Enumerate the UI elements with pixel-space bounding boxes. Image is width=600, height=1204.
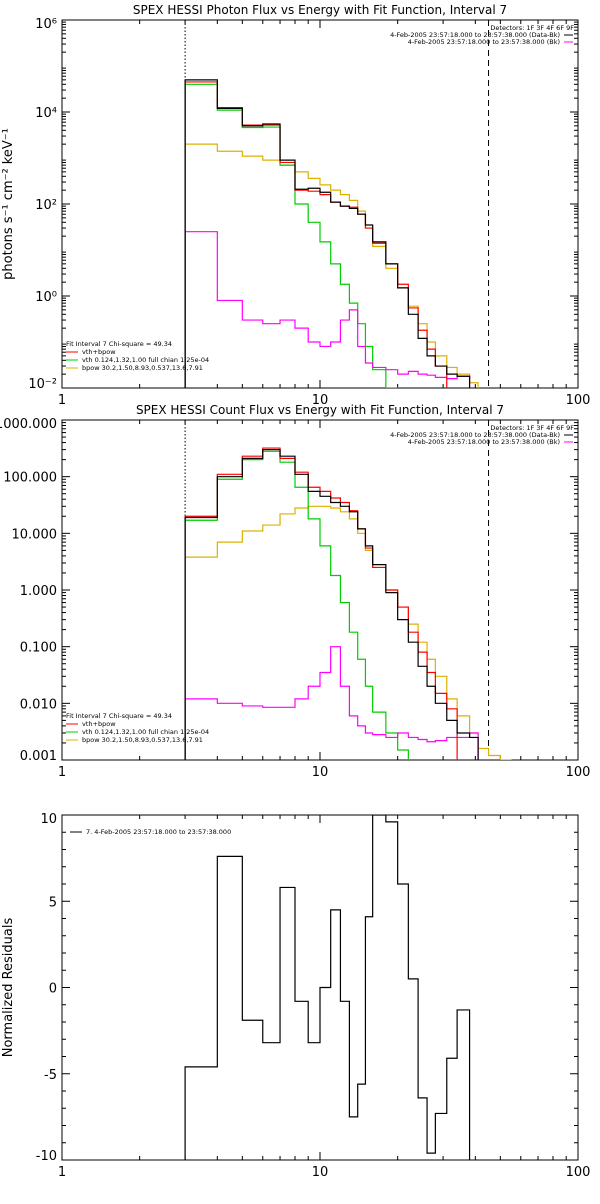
series-bk bbox=[184, 646, 479, 760]
x-tick-label: 1 bbox=[58, 765, 66, 780]
y-tick-label: 10⁶ bbox=[35, 17, 57, 32]
x-tick-label: 100 bbox=[566, 1165, 591, 1180]
series-vth bbox=[184, 83, 399, 388]
x-tick-label: 10 bbox=[312, 393, 329, 408]
legend-fit-interval: Fit Interval 7 Chi-square = 49.34 bbox=[66, 712, 172, 720]
y-tick-label: 0.001 bbox=[20, 749, 57, 764]
chart-title: SPEX HESSI Count Flux vs Energy with Fit… bbox=[136, 403, 504, 417]
legend-detectors: Detectors: 1F 3F 4F 6F 9F bbox=[490, 24, 574, 32]
y-tick-label: 10⁴ bbox=[35, 106, 57, 121]
y-tick-label: 1.000 bbox=[20, 584, 57, 599]
plot-series-group bbox=[184, 447, 512, 760]
y-axis-label: Normalized Residuals bbox=[1, 918, 16, 1058]
y-tick-label: -5 bbox=[44, 1068, 57, 1083]
y-tick-label: 0.010 bbox=[20, 697, 57, 712]
y-tick-label: -10 bbox=[36, 1149, 57, 1164]
legend-entry-bpow: bpow 30.2,1.50,8.93,0.537,13.6,7.91 bbox=[82, 364, 203, 372]
series-data bbox=[184, 449, 479, 760]
series-bpow bbox=[184, 505, 512, 760]
legend-entry-sum: vth+bpow bbox=[82, 720, 116, 728]
legend-entry-sum: vth+bpow bbox=[82, 348, 116, 356]
series-vth bbox=[184, 450, 409, 760]
legend-entry-bk: 4-Feb-2005 23:57:18.000 to 23:57:38.000 … bbox=[408, 438, 560, 446]
plot-frame bbox=[61, 419, 579, 761]
legend-entry-vth: vth 0.124,1.32,1.00 full chian 1.25e-04 bbox=[82, 728, 209, 736]
y-tick-label: 10.000 bbox=[12, 527, 58, 542]
chart-panel-1: SPEX HESSI Photon Flux vs Energy with Fi… bbox=[1, 3, 590, 408]
y-tick-label: 10 bbox=[40, 812, 57, 827]
series-data bbox=[184, 815, 471, 1160]
y-tick-label: 1000.000 bbox=[0, 417, 57, 432]
x-tick-label: 10 bbox=[312, 1165, 329, 1180]
y-tick-label: 100.000 bbox=[3, 471, 57, 486]
x-tick-label: 1 bbox=[58, 393, 66, 408]
legend-entry-data: 7. 4-Feb-2005 23:57:18.000 to 23:57:38.0… bbox=[86, 828, 231, 836]
legend-entry-bk: 4-Feb-2005 23:57:18.000 to 23:57:38.000 … bbox=[408, 38, 560, 46]
y-axis-label: photons s⁻¹ cm⁻² keV⁻¹ bbox=[1, 128, 16, 280]
plot-series-group bbox=[184, 79, 479, 388]
chart-title: SPEX HESSI Photon Flux vs Energy with Fi… bbox=[133, 3, 507, 17]
legend-entry-data: 4-Feb-2005 23:57:18.000 to 23:57:38.000 … bbox=[390, 431, 560, 439]
series-data bbox=[184, 79, 471, 388]
series-bpow bbox=[184, 143, 479, 388]
y-tick-label: 10⁻² bbox=[28, 377, 57, 392]
legend-fit-interval: Fit Interval 7 Chi-square = 49.34 bbox=[66, 340, 172, 348]
y-tick-label: 0.100 bbox=[20, 641, 57, 656]
x-tick-label: 10 bbox=[312, 765, 329, 780]
y-tick-label: 0 bbox=[49, 982, 57, 997]
x-tick-label: 1 bbox=[58, 1165, 66, 1180]
chart-panel-2: SPEX HESSI Count Flux vs Energy with Fit… bbox=[0, 403, 590, 780]
x-tick-label: 100 bbox=[566, 393, 591, 408]
legend-entry-data: 4-Feb-2005 23:57:18.000 to 23:57:38.000 … bbox=[390, 31, 560, 39]
y-tick-label: 10⁰ bbox=[35, 290, 57, 305]
y-tick-label: 5 bbox=[49, 895, 57, 910]
y-tick-label: 10² bbox=[35, 198, 57, 213]
series-sum bbox=[184, 81, 448, 388]
series-bk bbox=[184, 231, 471, 388]
plot-series-group bbox=[184, 815, 471, 1160]
legend-detectors: Detectors: 1F 3F 4F 6F 9F bbox=[490, 424, 574, 432]
legend-entry-vth: vth 0.124,1.32,1.00 full chian 1.25e-04 bbox=[82, 356, 209, 364]
legend-entry-bpow: bpow 30.2,1.50,8.93,0.537,13.6,7.91 bbox=[82, 736, 203, 744]
plot-frame bbox=[61, 19, 579, 389]
chart-panel-3: 1 10 100 -10 -5 0 5 10 Normalized Residuals 7. 4-… bbox=[1, 812, 590, 1180]
series-sum bbox=[184, 447, 458, 760]
x-tick-label: 100 bbox=[566, 765, 591, 780]
